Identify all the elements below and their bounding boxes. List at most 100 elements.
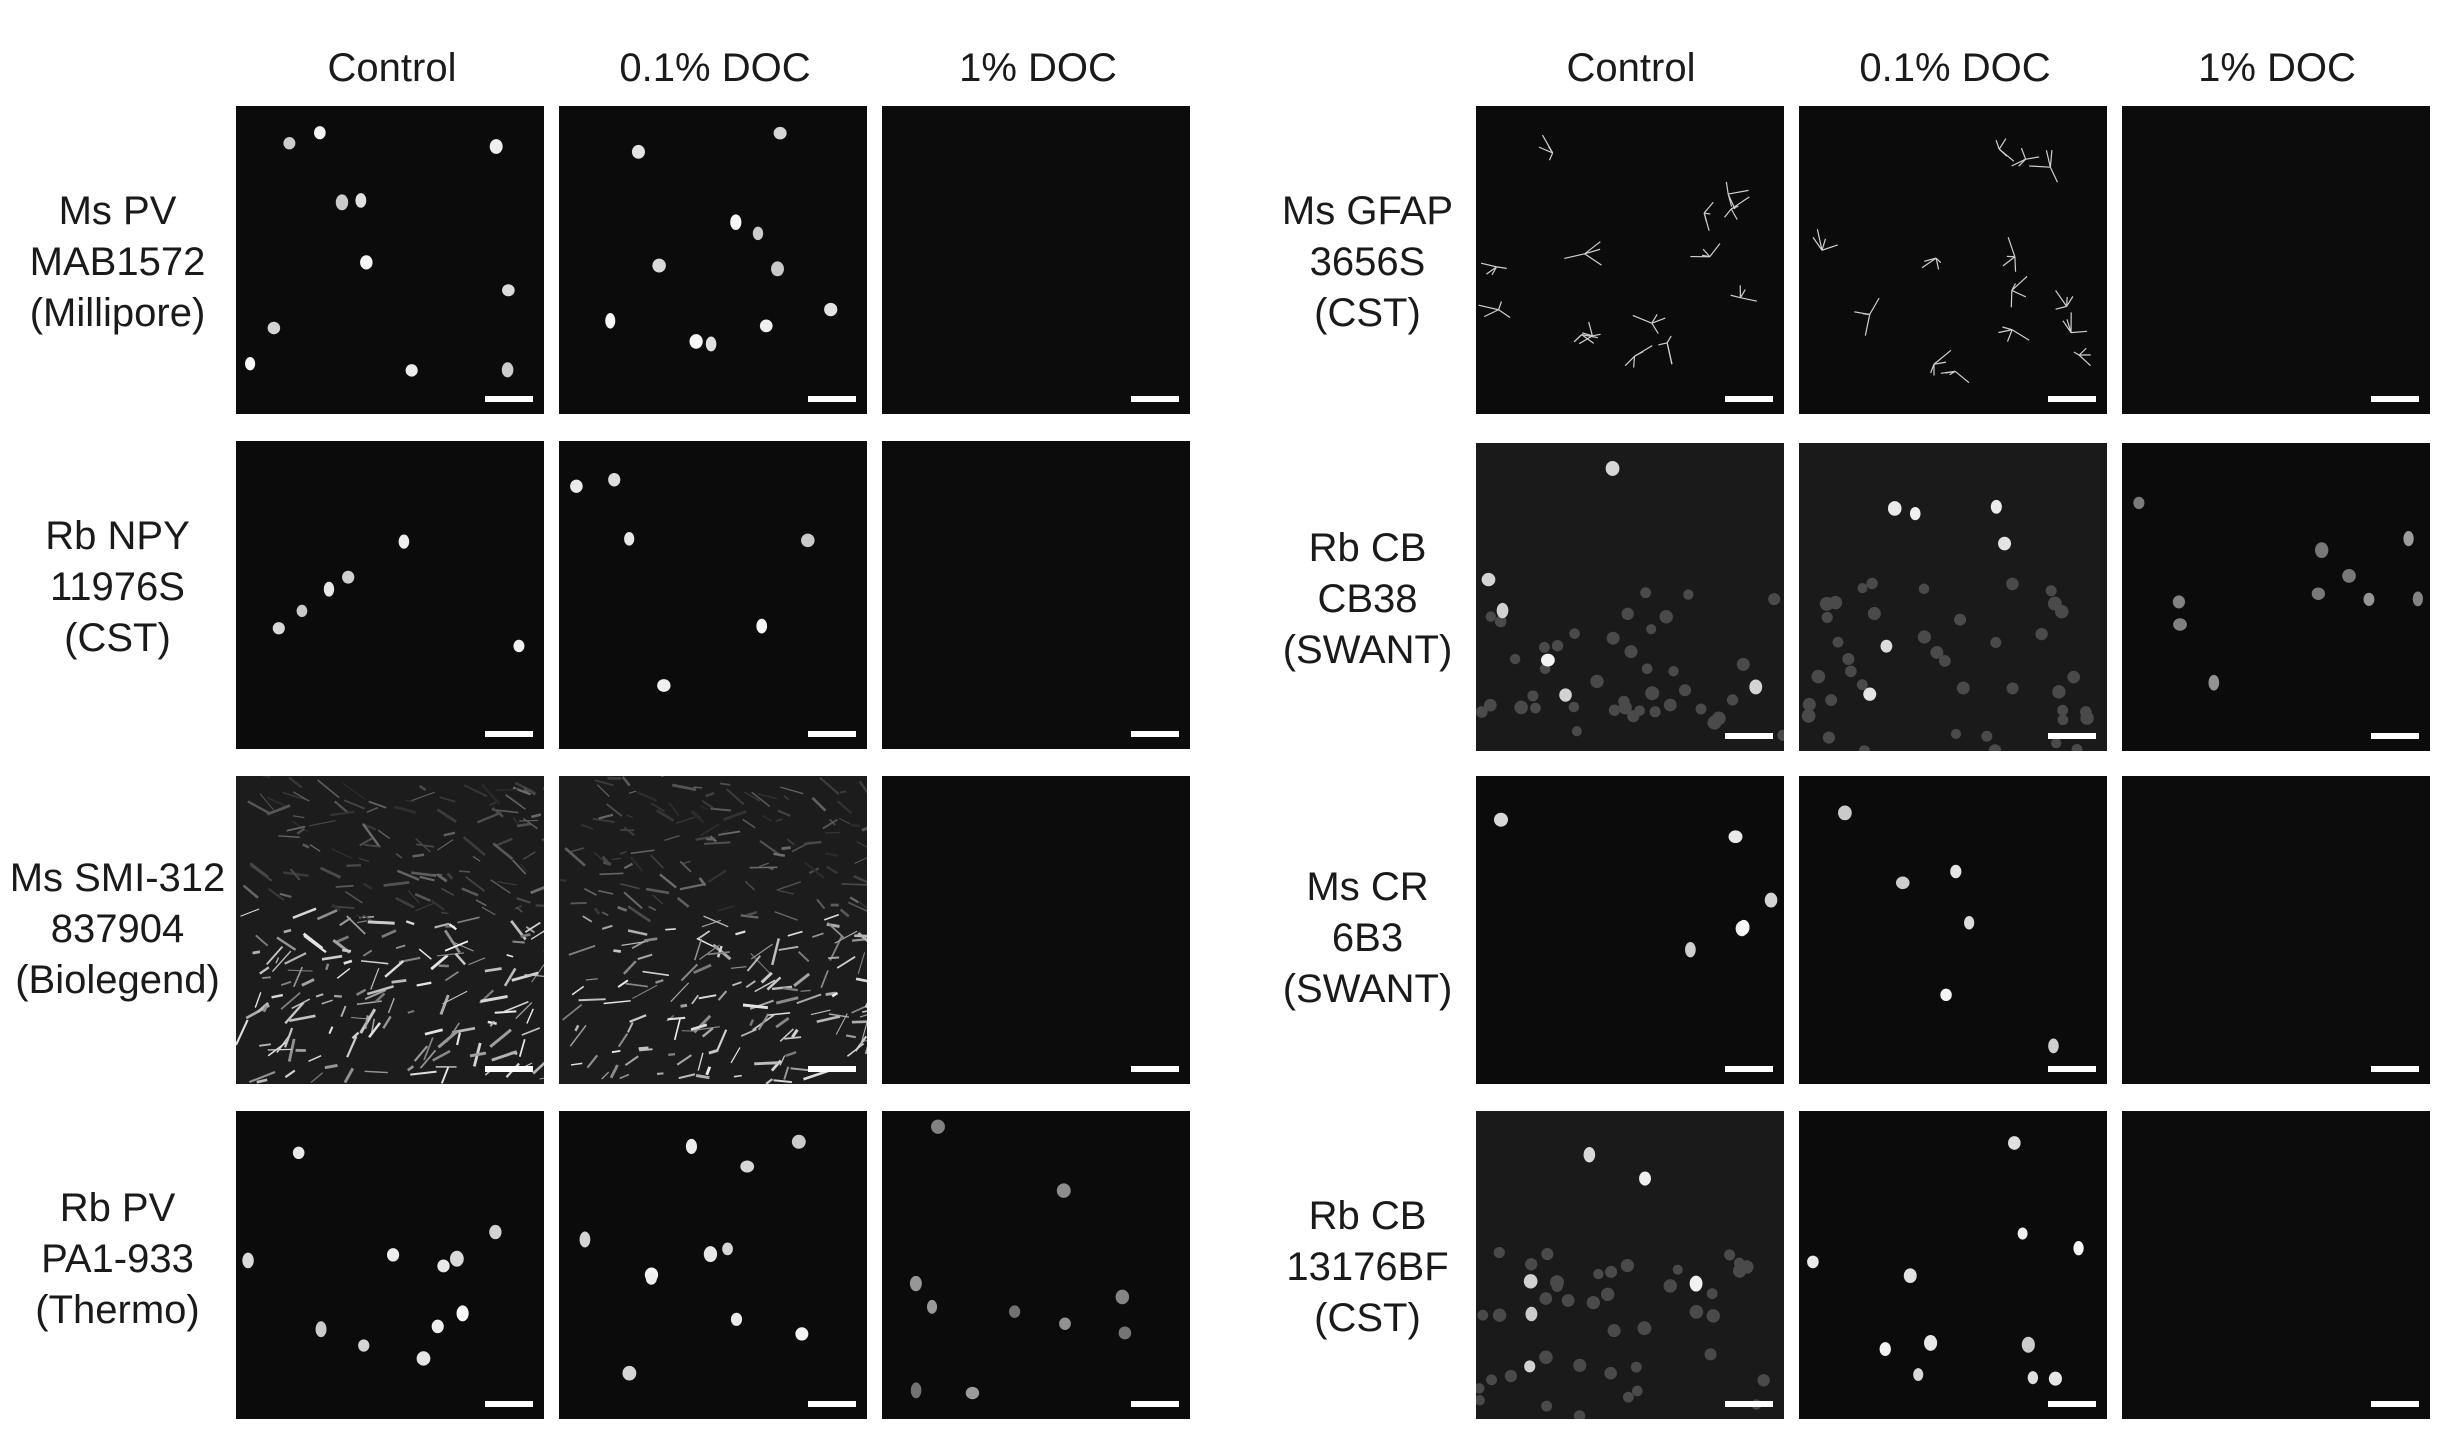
micrograph-texture [605,126,838,352]
vendor-name: (SWANT) [1282,628,1453,672]
vendor-name: (CST) [1314,291,1421,335]
micrograph-texture [570,472,815,692]
scale-bar [485,396,533,402]
catalog-number: 3656S [1309,240,1426,284]
micrograph-texture [242,1146,502,1366]
micrograph-image [1799,106,2107,414]
scale-bar [808,396,856,402]
column-header: Control [327,46,457,90]
scale-bar [2048,396,2096,402]
catalog-number: 837904 [50,907,185,951]
micrograph-image [1476,106,1784,414]
antibody-name: Rb CB [1308,526,1427,570]
antibody-name: Rb PV [59,1186,176,1230]
micrograph-texture [2133,496,2424,691]
micrograph-texture [579,1134,809,1381]
column-header: 1% DOC [959,46,1117,90]
column-header: 0.1% DOC [1859,46,2051,90]
micrograph-image [2122,443,2430,751]
micrograph-texture [1799,443,2107,751]
micrograph-texture [882,776,1190,1084]
micrograph-image [1476,776,1784,1084]
scale-bar [1131,1066,1179,1072]
micrograph-texture [1478,134,1758,368]
scale-bar [808,1066,856,1072]
micrograph-texture [1476,443,1784,751]
micrograph-texture [2122,776,2430,1084]
scale-bar [2371,1401,2419,1407]
row-label: Rb CB 13176BF (CST) [1250,1191,1485,1344]
row-label: Ms CR 6B3 (SWANT) [1250,862,1485,1015]
scale-bar [808,1401,856,1407]
micrograph-texture [882,106,1190,414]
row-label: Ms GFAP 3656S (CST) [1250,186,1485,339]
antibody-name: Rb CB [1308,1194,1427,1238]
micrograph-image [2122,776,2430,1084]
row-label: Ms PV MAB1572 (Millipore) [0,186,235,339]
antibody-name: Ms SMI-312 [9,856,226,900]
scale-bar [485,1401,533,1407]
micrograph-texture [909,1119,1132,1400]
micrograph-image [236,441,544,749]
micrograph-texture [236,776,544,1084]
vendor-name: (CST) [1314,1296,1421,1340]
micrograph-texture [245,126,515,378]
micrograph-texture [272,534,525,653]
micrograph-image [1799,443,2107,751]
micrograph-texture [1812,138,2091,384]
row-label: Rb CB CB38 (SWANT) [1250,523,1485,676]
row-label: Ms SMI-312 837904 (Biolegend) [0,853,235,1006]
scale-bar [1131,1401,1179,1407]
scale-bar [485,731,533,737]
catalog-number: 11976S [50,565,185,609]
micrograph-image [559,441,867,749]
micrograph-image [1799,1111,2107,1419]
antibody-name: Rb NPY [45,514,190,558]
micrograph-image [2122,106,2430,414]
scale-bar [1725,733,1773,739]
antibody-name: Ms PV [58,189,177,233]
micrograph-image [236,776,544,1084]
scale-bar [2048,1401,2096,1407]
micrograph-texture [1493,812,1778,958]
micrograph-image [1476,1111,1784,1419]
scale-bar [1131,731,1179,737]
scale-bar [2371,1066,2419,1072]
catalog-number: CB38 [1317,577,1418,621]
scale-bar [1725,1066,1773,1072]
micrograph-texture [2122,106,2430,414]
scale-bar [1131,396,1179,402]
micrograph-texture [559,776,867,1084]
scale-bar [2371,396,2419,402]
micrograph-image [559,106,867,414]
micrograph-image [236,1111,544,1419]
column-header: 1% DOC [2198,46,2356,90]
column-header: Control [1566,46,1696,90]
scale-bar [808,731,856,737]
micrograph-image [882,106,1190,414]
catalog-number: MAB1572 [29,240,206,284]
scale-bar [1725,1401,1773,1407]
micrograph-texture [2122,1111,2430,1419]
micrograph-texture [1838,805,2059,1054]
row-label: Rb NPY 11976S (CST) [0,511,235,664]
vendor-name: (Biolegend) [15,958,220,1002]
micrograph-texture [882,441,1190,749]
scale-bar [1725,396,1773,402]
micrograph-image [882,1111,1190,1419]
micrograph-image [1799,776,2107,1084]
micrograph-image [559,776,867,1084]
micrograph-image [882,776,1190,1084]
catalog-number: 6B3 [1331,916,1404,960]
catalog-number: PA1-933 [41,1237,194,1281]
scale-bar [2048,733,2096,739]
vendor-name: (CST) [64,616,171,660]
catalog-number: 13176BF [1286,1245,1449,1289]
scale-bar [2048,1066,2096,1072]
vendor-name: (Millipore) [29,291,206,335]
vendor-name: (Thermo) [35,1288,200,1332]
antibody-name: Ms CR [1306,865,1429,909]
micrograph-texture [1476,1111,1784,1419]
scale-bar [485,1066,533,1072]
vendor-name: (SWANT) [1282,967,1453,1011]
